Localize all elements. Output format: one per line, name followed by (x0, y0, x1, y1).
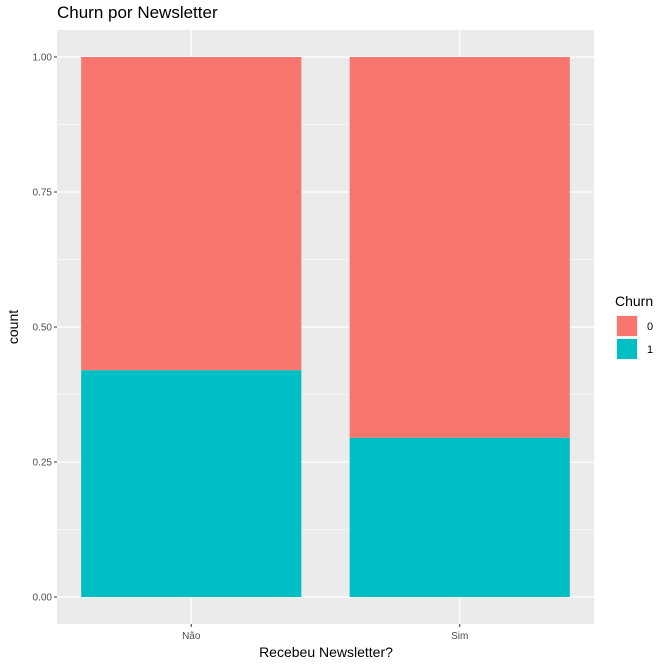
bars-layer (81, 57, 570, 597)
x-tick-label: Sim (451, 631, 468, 642)
y-tick-label: 0.25 (33, 458, 53, 469)
bar-Não-churn-0 (81, 57, 302, 371)
y-axis-title: count (5, 310, 21, 344)
y-axis: 0.00 0.25 0.50 0.75 1.00 (33, 53, 57, 604)
bar-Não-churn-1 (81, 370, 302, 597)
y-tick-label: 1.00 (33, 53, 53, 64)
x-axis: Não Sim (182, 624, 468, 642)
bar-Sim-churn-0 (349, 57, 570, 438)
y-tick-label: 0.75 (33, 188, 53, 199)
chart-title: Churn por Newsletter (57, 3, 218, 22)
legend-swatch-0 (617, 316, 637, 336)
x-axis-title: Recebeu Newsletter? (259, 644, 393, 660)
legend-label-0: 0 (647, 321, 653, 333)
x-tick-label: Não (182, 631, 201, 642)
legend-label-1: 1 (647, 344, 653, 356)
legend-title: Churn (615, 293, 653, 309)
legend-swatch-1 (617, 339, 637, 359)
bar-Sim-churn-1 (349, 437, 570, 597)
y-tick-label: 0.00 (33, 593, 53, 604)
y-tick-label: 0.50 (33, 323, 53, 334)
legend: Churn 0 1 (615, 293, 653, 360)
